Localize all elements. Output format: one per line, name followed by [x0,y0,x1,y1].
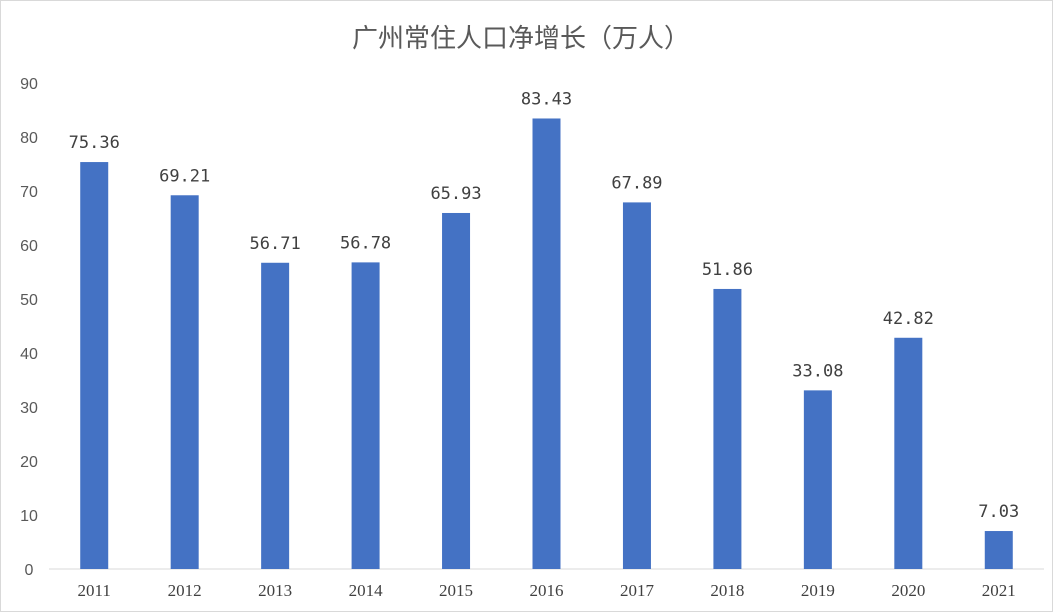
bar-2011 [80,162,109,569]
data-label-2020: 42.82 [883,309,934,329]
x-tick-label: 2011 [78,581,111,600]
bar-2019 [803,390,832,569]
x-tick-label: 2015 [439,581,473,600]
bar-2016 [532,118,561,569]
y-axis-ticks: 0 10 20 30 40 50 60 70 80 90 [20,76,38,579]
x-tick-label: 2019 [801,581,835,600]
data-label-2014: 56.78 [340,233,391,253]
x-tick-label: 2013 [258,581,292,600]
bar-2020 [894,337,923,569]
x-tick-label: 2014 [349,581,384,600]
x-tick-label: 2012 [168,581,202,600]
bar-2018 [713,288,742,569]
y-tick-label: 30 [20,400,38,417]
x-tick-label: 2016 [530,581,564,600]
y-tick-label: 0 [25,562,34,579]
y-tick-label: 70 [20,184,38,201]
data-label-2012: 69.21 [159,166,210,186]
bar-2021 [984,531,1013,569]
x-tick-label: 2021 [982,581,1016,600]
data-label-2016: 83.43 [521,89,572,109]
y-tick-label: 50 [20,292,38,309]
bar-2017 [622,202,651,570]
data-labels: 75.36 69.21 56.71 56.78 65.93 83.43 67.89 51.86… [69,89,1020,522]
data-label-2017: 67.89 [611,173,662,193]
data-label-2013: 56.71 [250,234,301,254]
data-label-2011: 75.36 [69,133,120,153]
bar-2014 [351,262,380,569]
bars [80,118,1013,570]
bar-2012 [170,195,199,570]
bar-2013 [261,262,290,569]
y-tick-label: 20 [20,454,38,471]
y-tick-label: 40 [20,346,38,363]
y-tick-label: 10 [20,508,38,525]
y-tick-label: 80 [20,130,38,147]
x-tick-label: 2017 [620,581,655,600]
data-label-2015: 65.93 [430,184,481,204]
data-label-2018: 51.86 [702,260,753,280]
x-axis-ticks: 2011 2012 2013 2014 2015 2016 2017 2018 2019 2020… [78,581,1016,600]
y-tick-label: 90 [20,76,38,93]
x-tick-label: 2018 [710,581,744,600]
bar-2015 [442,212,471,569]
chart-title: 广州常住人口净增长（万人） [352,24,690,54]
data-label-2019: 33.08 [792,361,843,381]
data-label-2021: 7.03 [978,502,1019,522]
y-tick-label: 60 [20,238,38,255]
x-tick-label: 2020 [891,581,925,600]
